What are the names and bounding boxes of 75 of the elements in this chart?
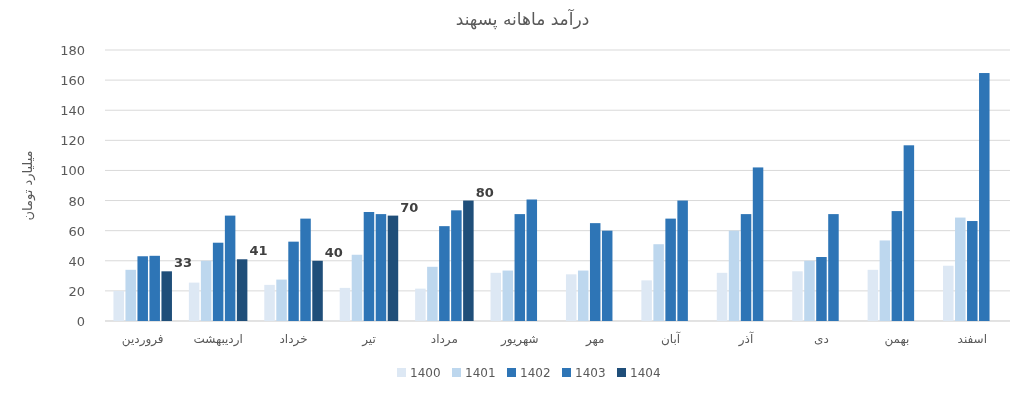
x-tick-label: اردیبهشت <box>193 332 243 347</box>
x-tick-label: دی <box>814 332 829 346</box>
bar <box>236 259 248 321</box>
bar <box>375 214 387 321</box>
bar <box>589 223 601 321</box>
bar <box>339 287 351 321</box>
legend-label: 1403 <box>575 366 606 380</box>
x-tick-label: بهمن <box>884 332 910 347</box>
bar <box>415 288 426 321</box>
y-tick-label: 140 <box>60 103 85 119</box>
data-label: 41 <box>249 243 268 259</box>
bar <box>526 199 538 321</box>
x-tick-label: اسفند <box>957 332 987 346</box>
data-label: 80 <box>475 184 494 200</box>
x-tick-label: آبان <box>661 331 681 346</box>
bar <box>879 240 891 321</box>
legend-label: 1404 <box>630 366 661 380</box>
bar <box>264 284 275 321</box>
x-tick-label: فروردین <box>121 332 164 347</box>
bar <box>514 214 526 321</box>
bar <box>728 230 740 321</box>
bar <box>716 272 728 321</box>
bar <box>490 272 502 321</box>
bar <box>740 214 752 321</box>
bar <box>351 254 363 321</box>
data-label: 33 <box>173 255 193 271</box>
y-tick-label: 0 <box>76 314 85 329</box>
bar <box>312 260 323 321</box>
bar <box>200 260 212 321</box>
data-label: 70 <box>400 199 419 215</box>
x-tick-label: خرداد <box>279 332 308 347</box>
bar <box>903 145 915 321</box>
bar <box>653 244 664 321</box>
data-label: 40 <box>324 244 343 260</box>
bar <box>804 260 815 321</box>
bar <box>891 211 903 321</box>
bar <box>752 167 764 321</box>
y-tick-label: 20 <box>68 283 85 299</box>
bar <box>641 280 652 321</box>
bar <box>125 269 136 321</box>
bar <box>943 265 954 321</box>
bar <box>212 242 224 321</box>
bar <box>363 212 375 321</box>
bar <box>427 266 438 321</box>
chart-title: درآمد ماهانه پسهند <box>455 8 590 30</box>
bar <box>276 279 287 321</box>
y-tick-label: 180 <box>60 43 85 58</box>
bar <box>113 290 124 321</box>
bar <box>387 215 399 321</box>
y-axis-title: میلیارد تومان <box>20 150 36 221</box>
legend-label: 1401 <box>465 366 496 380</box>
y-tick-label: 80 <box>68 193 85 209</box>
bar <box>867 269 879 321</box>
y-tick-label: 100 <box>60 163 85 179</box>
bar <box>161 271 172 321</box>
bar <box>955 217 966 321</box>
bar <box>792 271 803 321</box>
bar <box>463 200 474 321</box>
y-tick-label: 60 <box>68 223 85 239</box>
legend-label: 1402 <box>520 366 551 380</box>
bar <box>188 282 200 321</box>
legend-label: 1400 <box>410 366 441 380</box>
x-tick-label: آذر <box>737 331 754 347</box>
x-tick-label: مهر <box>584 332 605 347</box>
x-tick-label: مرداد <box>430 332 458 347</box>
x-tick-label: شهریور <box>500 332 539 347</box>
bar <box>224 215 236 321</box>
bar <box>601 230 613 321</box>
y-tick-label: 40 <box>68 253 85 269</box>
bar <box>577 270 589 321</box>
y-tick-label: 160 <box>60 73 85 89</box>
bar <box>502 270 514 321</box>
y-tick-label: 120 <box>60 133 85 149</box>
bar <box>565 274 577 321</box>
x-tick-label: تیر <box>361 332 376 347</box>
